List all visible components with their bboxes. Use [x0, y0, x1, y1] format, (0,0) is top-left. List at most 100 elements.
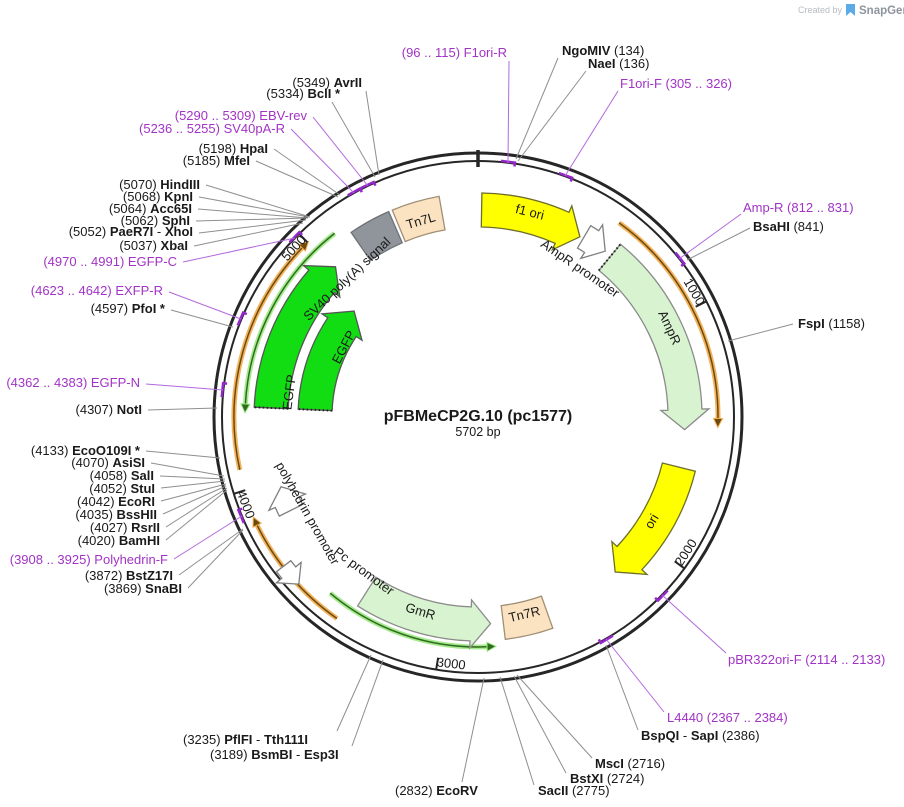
- leader-line-bspqi-sapi: [605, 644, 639, 731]
- leader-line-egfp-c: [182, 237, 296, 263]
- enzyme-label-acc65i: (5064) Acc65I: [109, 201, 192, 216]
- leader-line-rsrii: [165, 487, 228, 528]
- label-text: (5236 .. 5255) SV40pA-R: [139, 121, 285, 136]
- primer-label-ebv-rev: (5290 .. 5309) EBV-rev: [175, 108, 308, 123]
- label-text: KpnI: [164, 189, 193, 204]
- primer-label-sv40pa-r: (5236 .. 5255) SV40pA-R: [139, 121, 285, 136]
- primer-mark-pbr322ori-f: [654, 589, 669, 603]
- primer-mark-l4440: [597, 634, 614, 645]
- leader-line-sv40pa-r: [290, 128, 355, 194]
- green-arc-left-arrowhead-icon: [240, 403, 251, 415]
- label-text: SalI: [131, 468, 154, 483]
- label-text: (4133): [31, 443, 72, 458]
- leader-line-acc65i: [197, 208, 309, 219]
- feature-label-pc-promoter: Pc promoter: [331, 544, 397, 599]
- leader-line-ebv-rev: [312, 116, 369, 187]
- label-text: (4597): [91, 301, 132, 316]
- label-text: NotI: [117, 402, 142, 417]
- label-text: SapI: [691, 728, 718, 743]
- leader-line-sphi: [195, 217, 309, 222]
- leader-line-stui: [160, 480, 226, 489]
- orange-arc-right: [618, 222, 719, 419]
- enzyme-label-mfei: (5185) MfeI: [183, 153, 250, 168]
- label-text: (4027): [90, 520, 131, 535]
- label-text: BspQI: [641, 728, 679, 743]
- label-text: PfoI *: [132, 301, 166, 316]
- leader-line-bstxi: [513, 675, 567, 774]
- label-text: NgoMIV: [562, 43, 611, 58]
- label-text: (3869): [104, 581, 145, 596]
- orange-arc-bottom-left-arrowhead-icon: [252, 516, 263, 529]
- label-text: (4362 .. 4383) EGFP-N: [6, 375, 140, 390]
- leader-line-polyhedrin-f: [173, 515, 243, 560]
- enzyme-label-noti: (4307) NotI: [76, 402, 142, 417]
- feature-truncation-marks: [298, 408, 333, 412]
- feature-sv40-poly-a-signal: [350, 210, 404, 262]
- label-text: (4042): [77, 494, 118, 509]
- label-text: (4058): [90, 468, 131, 483]
- label-text: (2724): [603, 771, 644, 786]
- leader-line-kpni: [198, 196, 310, 218]
- label-text: StuI: [130, 481, 155, 496]
- primer-mark-polyhedrin-f: [236, 507, 245, 524]
- label-text: (1158): [825, 316, 865, 331]
- label-text: (5185): [183, 153, 224, 168]
- green-arc-left: [244, 232, 336, 404]
- label-text: SacII: [538, 783, 568, 798]
- enzyme-label-bstz17i: (3872) BstZ17I: [85, 568, 173, 583]
- feature-egfp: [253, 264, 341, 410]
- primer-mark-egfp-n: [220, 381, 228, 398]
- tick-5000: [298, 233, 309, 244]
- label-text: (4070): [71, 455, 112, 470]
- label-text: BstXI: [570, 771, 603, 786]
- leader-line-paer7i-xhoi: [198, 219, 307, 234]
- leader-line-hpai: [273, 148, 341, 196]
- label-text: pBR322ori-F (2114 .. 2133): [728, 652, 885, 667]
- tick-1000: [695, 300, 707, 308]
- label-text: -: [679, 728, 691, 743]
- enzyme-label-asisi: (4070) AsiSI: [71, 455, 145, 470]
- enzyme-label-bamhi: (4020) BamHI: [78, 533, 160, 548]
- label-text: PflFI: [224, 732, 252, 747]
- primer-label-f1ori-f: F1ori-F (305 .. 326): [620, 76, 732, 91]
- leader-line-noti: [147, 407, 218, 411]
- feature-label-f1-ori: f1 ori: [514, 201, 546, 223]
- label-text: NaeI: [588, 56, 615, 71]
- leader-line-f1ori-f: [564, 90, 619, 177]
- label-text: SnaBI: [145, 581, 182, 596]
- feature-pc-promoter: [274, 559, 302, 585]
- enzyme-label-hpai: (5198) HpaI: [199, 141, 268, 156]
- label-text: (5349): [292, 75, 333, 90]
- label-text: (5037): [119, 238, 160, 253]
- enzyme-label-stui: (4052) StuI: [89, 481, 155, 496]
- plasmid-title: pFBMeCP2G.10 (pc1577): [384, 408, 573, 425]
- enzyme-label-naei: NaeI (136): [588, 56, 649, 71]
- feature-truncation-marks: [598, 243, 622, 272]
- label-text: Tth111I: [264, 732, 308, 747]
- label-text: (2716): [624, 756, 665, 771]
- label-text: XhoI: [165, 224, 193, 239]
- primer-mark-f1ori-r: [500, 159, 517, 167]
- label-text: BsmBI: [251, 747, 292, 762]
- plasmid-size: 5702 bp: [455, 425, 500, 439]
- leader-line-mfei: [255, 160, 339, 198]
- enzyme-label-xbai: (5037) XbaI: [119, 238, 188, 253]
- enzyme-label-ngomiv: NgoMIV (134): [562, 43, 644, 58]
- enzyme-label-sphi: (5062) SphI: [121, 213, 190, 228]
- enzyme-label-bstxi: BstXI (2724): [570, 771, 644, 786]
- leader-line-bcli: [331, 101, 376, 178]
- snapgene-logo-icon: [846, 4, 855, 16]
- label-text: FspI: [798, 316, 825, 331]
- snapgene-credit: Created by SnapGene: [798, 4, 904, 17]
- enzyme-label-bsshii: (4035) BssHII: [75, 507, 157, 522]
- label-text: (4970 .. 4991) EGFP-C: [43, 254, 177, 269]
- label-text: (5334): [266, 86, 307, 101]
- leader-line-pflfi-tth111i: [336, 654, 372, 732]
- feature-gmr: [356, 576, 492, 650]
- label-text: (2775): [568, 783, 609, 798]
- enzyme-label-msci: MscI (2716): [595, 756, 665, 771]
- label-text: L4440 (2367 .. 2384): [667, 710, 788, 725]
- label-text: (4623 .. 4642) EXFP-R: [31, 283, 163, 298]
